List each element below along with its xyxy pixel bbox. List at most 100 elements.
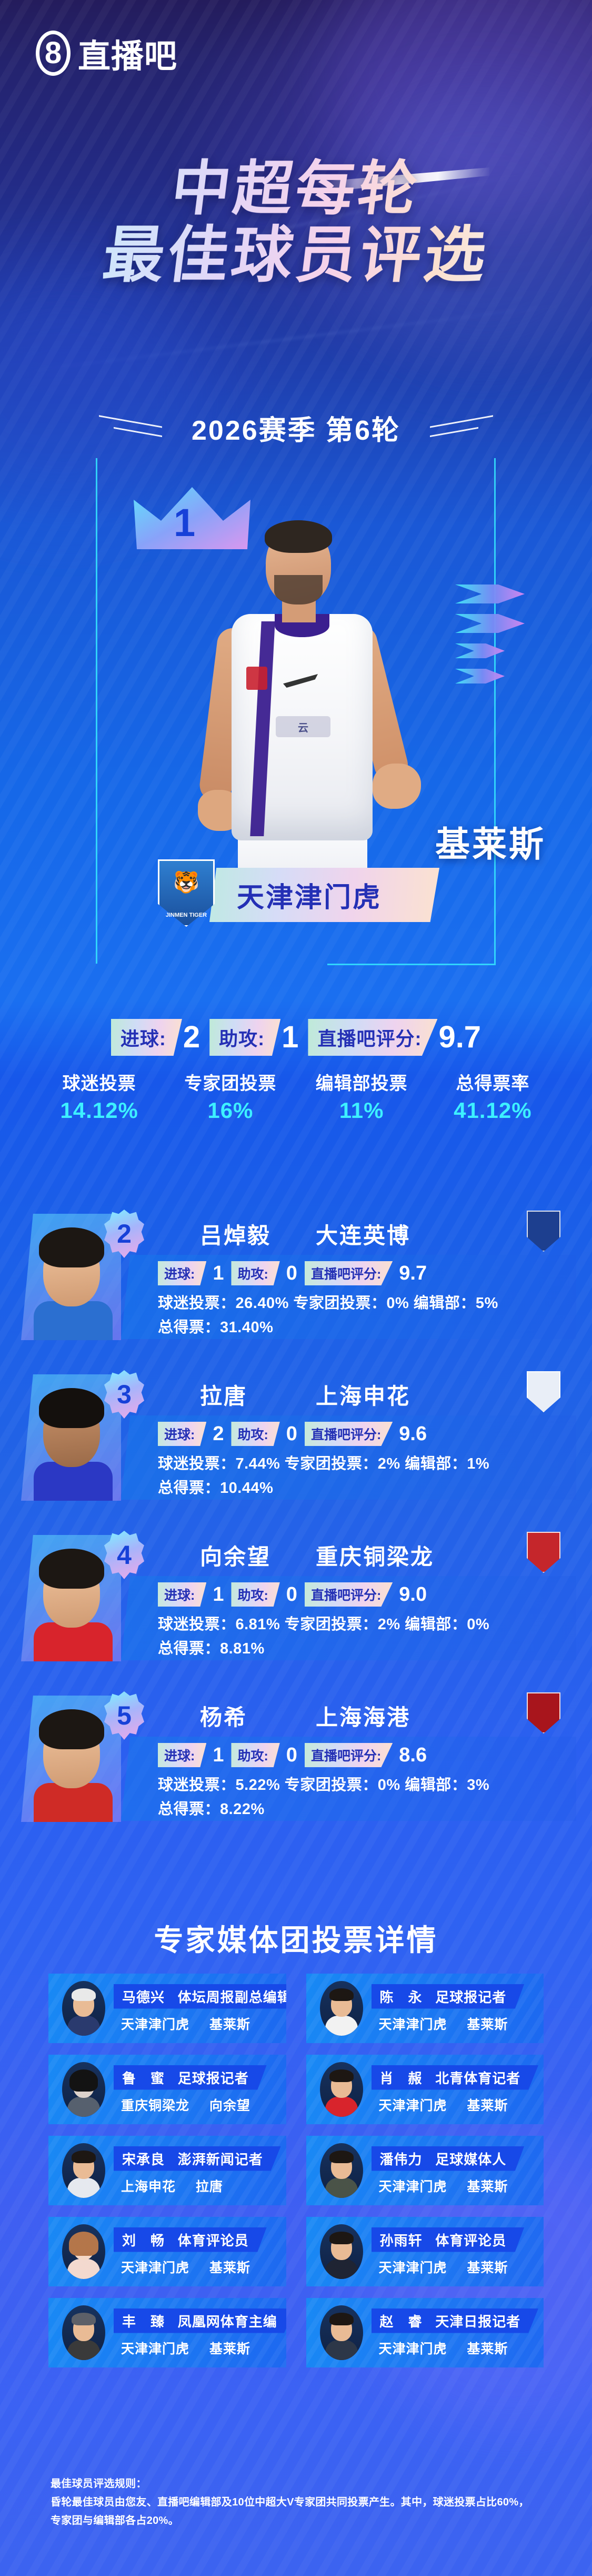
avatar [319, 2062, 363, 2117]
expert-role: 足球报记者 [177, 2070, 249, 2086]
streak-2 [23, 303, 572, 372]
expert-card[interactable]: 陈 永 足球报记者 天津津门虎 基莱斯 [306, 1974, 544, 2043]
avatar-body [67, 2259, 100, 2279]
brand-logo[interactable]: 8 直播吧 [36, 29, 177, 77]
expert-role: 体育评论员 [435, 2232, 507, 2248]
stat-label: 直播吧评分: [304, 1743, 393, 1767]
pick-team: 天津津门虎 [378, 2260, 447, 2275]
avatar-body [325, 2340, 358, 2360]
expert-role: 足球媒体人 [435, 2151, 507, 2167]
expert-name-role: 肖 赧 北青体育记者 [371, 2065, 539, 2090]
expert-name: 马德兴 [122, 1989, 165, 2005]
expert-card[interactable]: 肖 赧 北青体育记者 天津津门虎 基莱斯 [306, 2055, 544, 2124]
expert-name-role: 赵 睿 天津日报记者 [371, 2308, 539, 2333]
stat-label: 直播吧评分: [304, 1422, 393, 1446]
expert-card[interactable]: 潘伟力 足球媒体人 天津津门虎 基莱斯 [306, 2136, 544, 2205]
expert-role: 体坛周报副总编辑 [177, 1989, 286, 2005]
rank-row-3[interactable]: 3 拉唐 上海申花 进球: 2 助攻: 0 直播吧评分: 9.6 球迷投票：7.… [0, 1348, 592, 1501]
player-stats: 进球: 2 助攻: 0 直播吧评分: 9.6 [158, 1422, 427, 1446]
pick-player: 基莱斯 [209, 2341, 250, 2356]
rank-badge: 4 [104, 1531, 144, 1579]
player-thumbnail [21, 1535, 121, 1661]
expert-card[interactable]: 赵 睿 天津日报记者 天津津门虎 基莱斯 [306, 2298, 544, 2367]
expert-name: 潘伟力 [379, 2151, 423, 2167]
expert-card[interactable]: 孙雨轩 体育评论员 天津津门虎 基莱斯 [306, 2217, 544, 2286]
rules-line-3: 专家团与编辑部各占20%。 [51, 2515, 179, 2527]
expert-name-role: 潘伟力 足球媒体人 [371, 2146, 525, 2171]
rules-line-2: 昏轮最佳球员由您友、直播吧编辑部及10位中超大V专家团共同投票产生。其中，球迷投… [51, 2496, 529, 2508]
winner-vote-breakdown: 球迷投票 14.12% 专家团投票 16% 编辑部投票 11% 总得票率 41.… [34, 1069, 558, 1123]
expert-info: 鲁 蜜 足球报记者 重庆铜梁龙 向余望 [114, 2065, 267, 2114]
expert-card[interactable]: 丰 臻 凤凰网体育主编 天津津门虎 基莱斯 [48, 2298, 286, 2367]
team-crest-icon [527, 1371, 560, 1412]
rank-row-4[interactable]: 4 向余望 重庆铜梁龙 进球: 1 助攻: 0 直播吧评分: 9.0 球迷投票：… [0, 1509, 592, 1661]
expert-role: 凤凰网体育主编 [177, 2313, 277, 2330]
avatar-hair [72, 2313, 96, 2325]
thumb-hair [39, 1388, 104, 1428]
expert-card[interactable]: 鲁 蜜 足球报记者 重庆铜梁龙 向余望 [48, 2055, 286, 2124]
stat-value: 1 [213, 1744, 224, 1766]
rank-row-5[interactable]: 5 杨希 上海海港 进球: 1 助攻: 0 直播吧评分: 8.6 球迷投票：5.… [0, 1669, 592, 1822]
expert-name: 孙雨轩 [379, 2232, 423, 2248]
avatar-hair [69, 2232, 98, 2256]
team-name: 大连英博 [316, 1223, 411, 1248]
pick-team: 上海申花 [121, 2179, 176, 2194]
rank-row-2[interactable]: 2 吕焯毅 大连英博 进球: 1 助攻: 0 直播吧评分: 9.7 球迷投票：2… [0, 1187, 592, 1340]
rules-footer: 最佳球员评选规则： 昏轮最佳球员由您友、直播吧编辑部及10位中超大V专家团共同投… [51, 2475, 541, 2530]
winner-team-name: 天津津门虎 [209, 868, 440, 922]
hero-frame-decor [96, 458, 496, 965]
expert-card[interactable]: 马德兴 体坛周报副总编辑 天津津门虎 基莱斯 [48, 1974, 286, 2043]
crest-shield-shape [527, 1532, 560, 1573]
stat-label: 助攻: [231, 1422, 280, 1446]
expert-pick: 天津津门虎 基莱斯 [372, 2095, 539, 2114]
expert-pick: 天津津门虎 基莱斯 [114, 2339, 286, 2357]
stat-value: 1 [213, 1262, 224, 1284]
player-name: 拉唐 [200, 1384, 248, 1409]
winner-stat-row: 进球: 2 助攻: 1 直播吧评分: 9.7 [0, 1019, 592, 1056]
team-crest-icon [527, 1692, 560, 1733]
stat-value: 9.0 [399, 1583, 427, 1606]
stat-label: 助攻: [231, 1582, 280, 1607]
player-thumbnail [21, 1374, 121, 1501]
experts-section-title: 专家媒体团投票详情 [154, 1924, 438, 1957]
pick-team: 天津津门虎 [121, 2017, 190, 2032]
crest-shield-shape [527, 1692, 560, 1733]
expert-card[interactable]: 刘 畅 体育评论员 天津津门虎 基莱斯 [48, 2217, 286, 2286]
vote-label: 专家团投票 [184, 1074, 277, 1094]
team-name: 上海海港 [316, 1705, 411, 1730]
vote-cell-editorial: 编辑部投票 11% [296, 1069, 427, 1123]
avatar [319, 2143, 363, 2198]
expert-card[interactable]: 宋承良 澎湃新闻记者 上海申花 拉唐 [48, 2136, 286, 2205]
rank-number: 4 [117, 1540, 132, 1570]
avatar-body [67, 2016, 100, 2036]
expert-info: 宋承良 澎湃新闻记者 上海申花 拉唐 [114, 2146, 281, 2195]
stat-value: 9.6 [399, 1423, 427, 1445]
avatar [62, 2224, 105, 2279]
thumb-body [34, 1783, 113, 1822]
expert-info: 潘伟力 足球媒体人 天津津门虎 基莱斯 [371, 2146, 525, 2195]
crest-caption: JINMEN TIGER [165, 912, 207, 918]
stat-label: 进球: [158, 1582, 207, 1607]
avatar [319, 1981, 363, 2036]
expert-name-role: 孙雨轩 体育评论员 [371, 2227, 525, 2252]
expert-pick: 天津津门虎 基莱斯 [372, 2014, 525, 2033]
stat-value: 2 [213, 1423, 224, 1445]
expert-name-role: 马德兴 体坛周报副总编辑 [114, 1984, 286, 2009]
pick-player: 基莱斯 [209, 2260, 250, 2275]
expert-role: 澎湃新闻记者 [177, 2151, 263, 2167]
stat-label: 进球: [111, 1019, 182, 1056]
crest-shield-shape [527, 1211, 560, 1252]
pick-player: 拉唐 [195, 2179, 223, 2194]
stat-value: 0 [286, 1423, 297, 1445]
vote-value: 16% [207, 1098, 254, 1123]
player-name: 吕焯毅 [200, 1223, 272, 1248]
pick-team: 重庆铜梁龙 [121, 2098, 190, 2113]
avatar-body [325, 2097, 358, 2117]
avatar-hair [69, 2069, 98, 2092]
season-banner: 2026赛季 第6轮 [0, 408, 592, 448]
stat-rating: 直播吧评分: 9.7 [308, 1019, 481, 1056]
expert-info: 孙雨轩 体育评论员 天津津门虎 基莱斯 [371, 2227, 525, 2276]
rank-number: 2 [117, 1219, 132, 1249]
pick-player: 基莱斯 [467, 2098, 508, 2113]
pick-team: 天津津门虎 [121, 2260, 190, 2275]
